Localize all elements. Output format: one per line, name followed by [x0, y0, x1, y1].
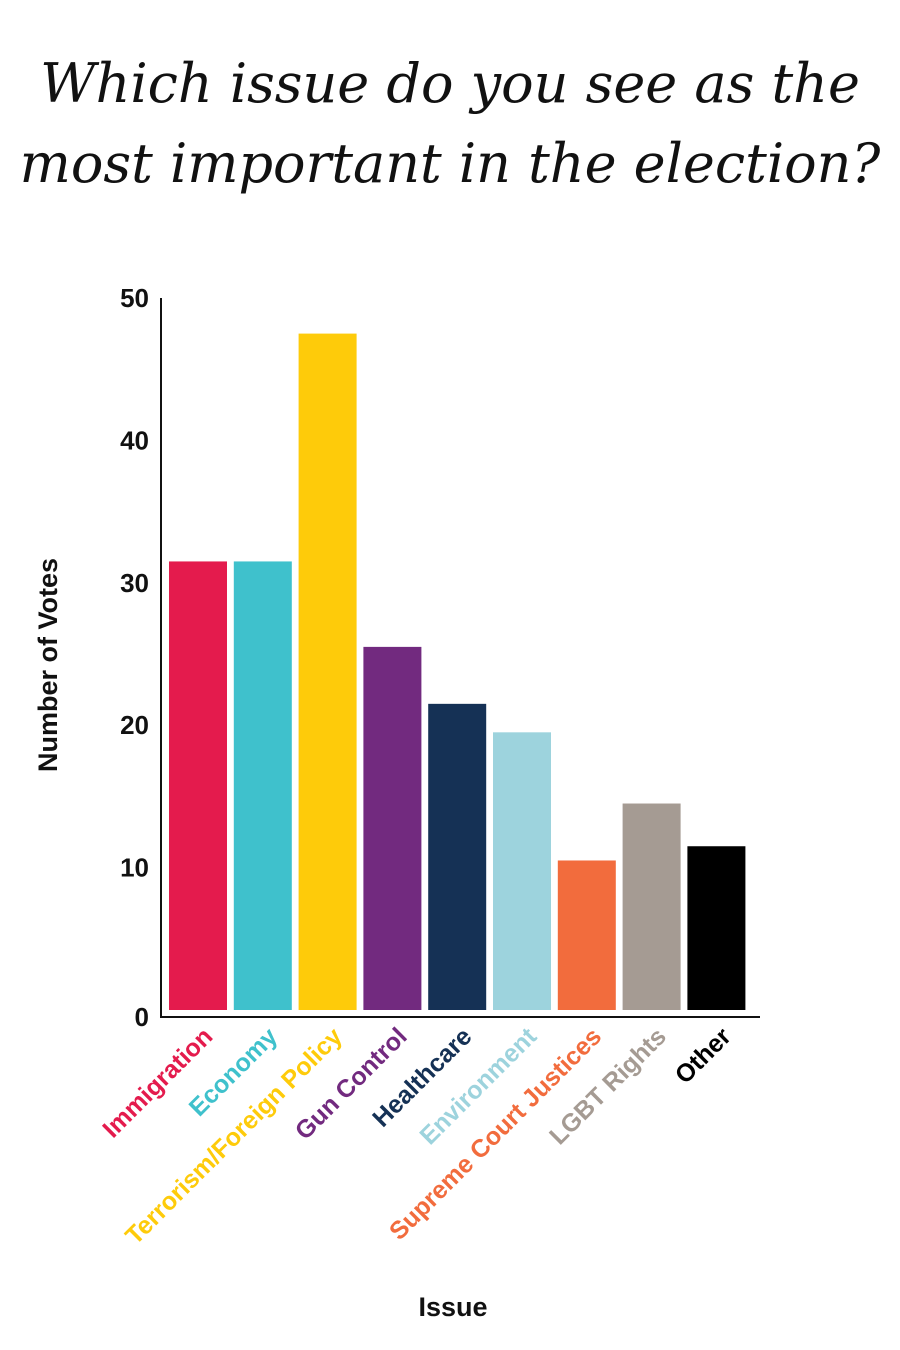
bar-gun-control — [363, 646, 422, 1010]
y-axis-title: Number of Votes — [33, 558, 63, 772]
y-tick-label-10: 10 — [120, 853, 149, 883]
bars-group — [169, 333, 746, 1011]
bar-supreme-court-justices — [557, 860, 616, 1010]
bar-lgbt-rights — [622, 803, 681, 1010]
bar-other — [687, 846, 746, 1010]
x-tick-label-gun-control: Gun Control — [290, 1022, 413, 1145]
chart-title-line-2: most important in the election? — [20, 132, 882, 195]
bar-healthcare — [428, 703, 487, 1010]
chart-title: Which issue do you see as the most impor… — [20, 52, 882, 195]
bar-immigration — [169, 561, 227, 1010]
y-tick-label-30: 30 — [120, 568, 149, 598]
y-tick-label-0: 0 — [135, 1002, 149, 1032]
x-tick-label-lgbt-rights: LGBT Rights — [544, 1022, 672, 1150]
bar-terrorism-foreign-policy — [298, 333, 357, 1011]
y-tick-label-40: 40 — [120, 425, 149, 455]
x-tick-label-other: Other — [670, 1022, 737, 1089]
y-tick-label-50: 50 — [120, 283, 149, 313]
chart-title-line-1: Which issue do you see as the — [40, 52, 860, 115]
x-axis-title: Issue — [418, 1292, 487, 1322]
bar-economy — [233, 561, 292, 1010]
y-tick-label-20: 20 — [120, 710, 149, 740]
y-ticks-group: 0 10 20 30 40 50 — [120, 283, 149, 1032]
bar-environment — [493, 732, 551, 1010]
x-tick-label-immigration: Immigration — [97, 1022, 218, 1143]
axes-group — [160, 298, 760, 1018]
